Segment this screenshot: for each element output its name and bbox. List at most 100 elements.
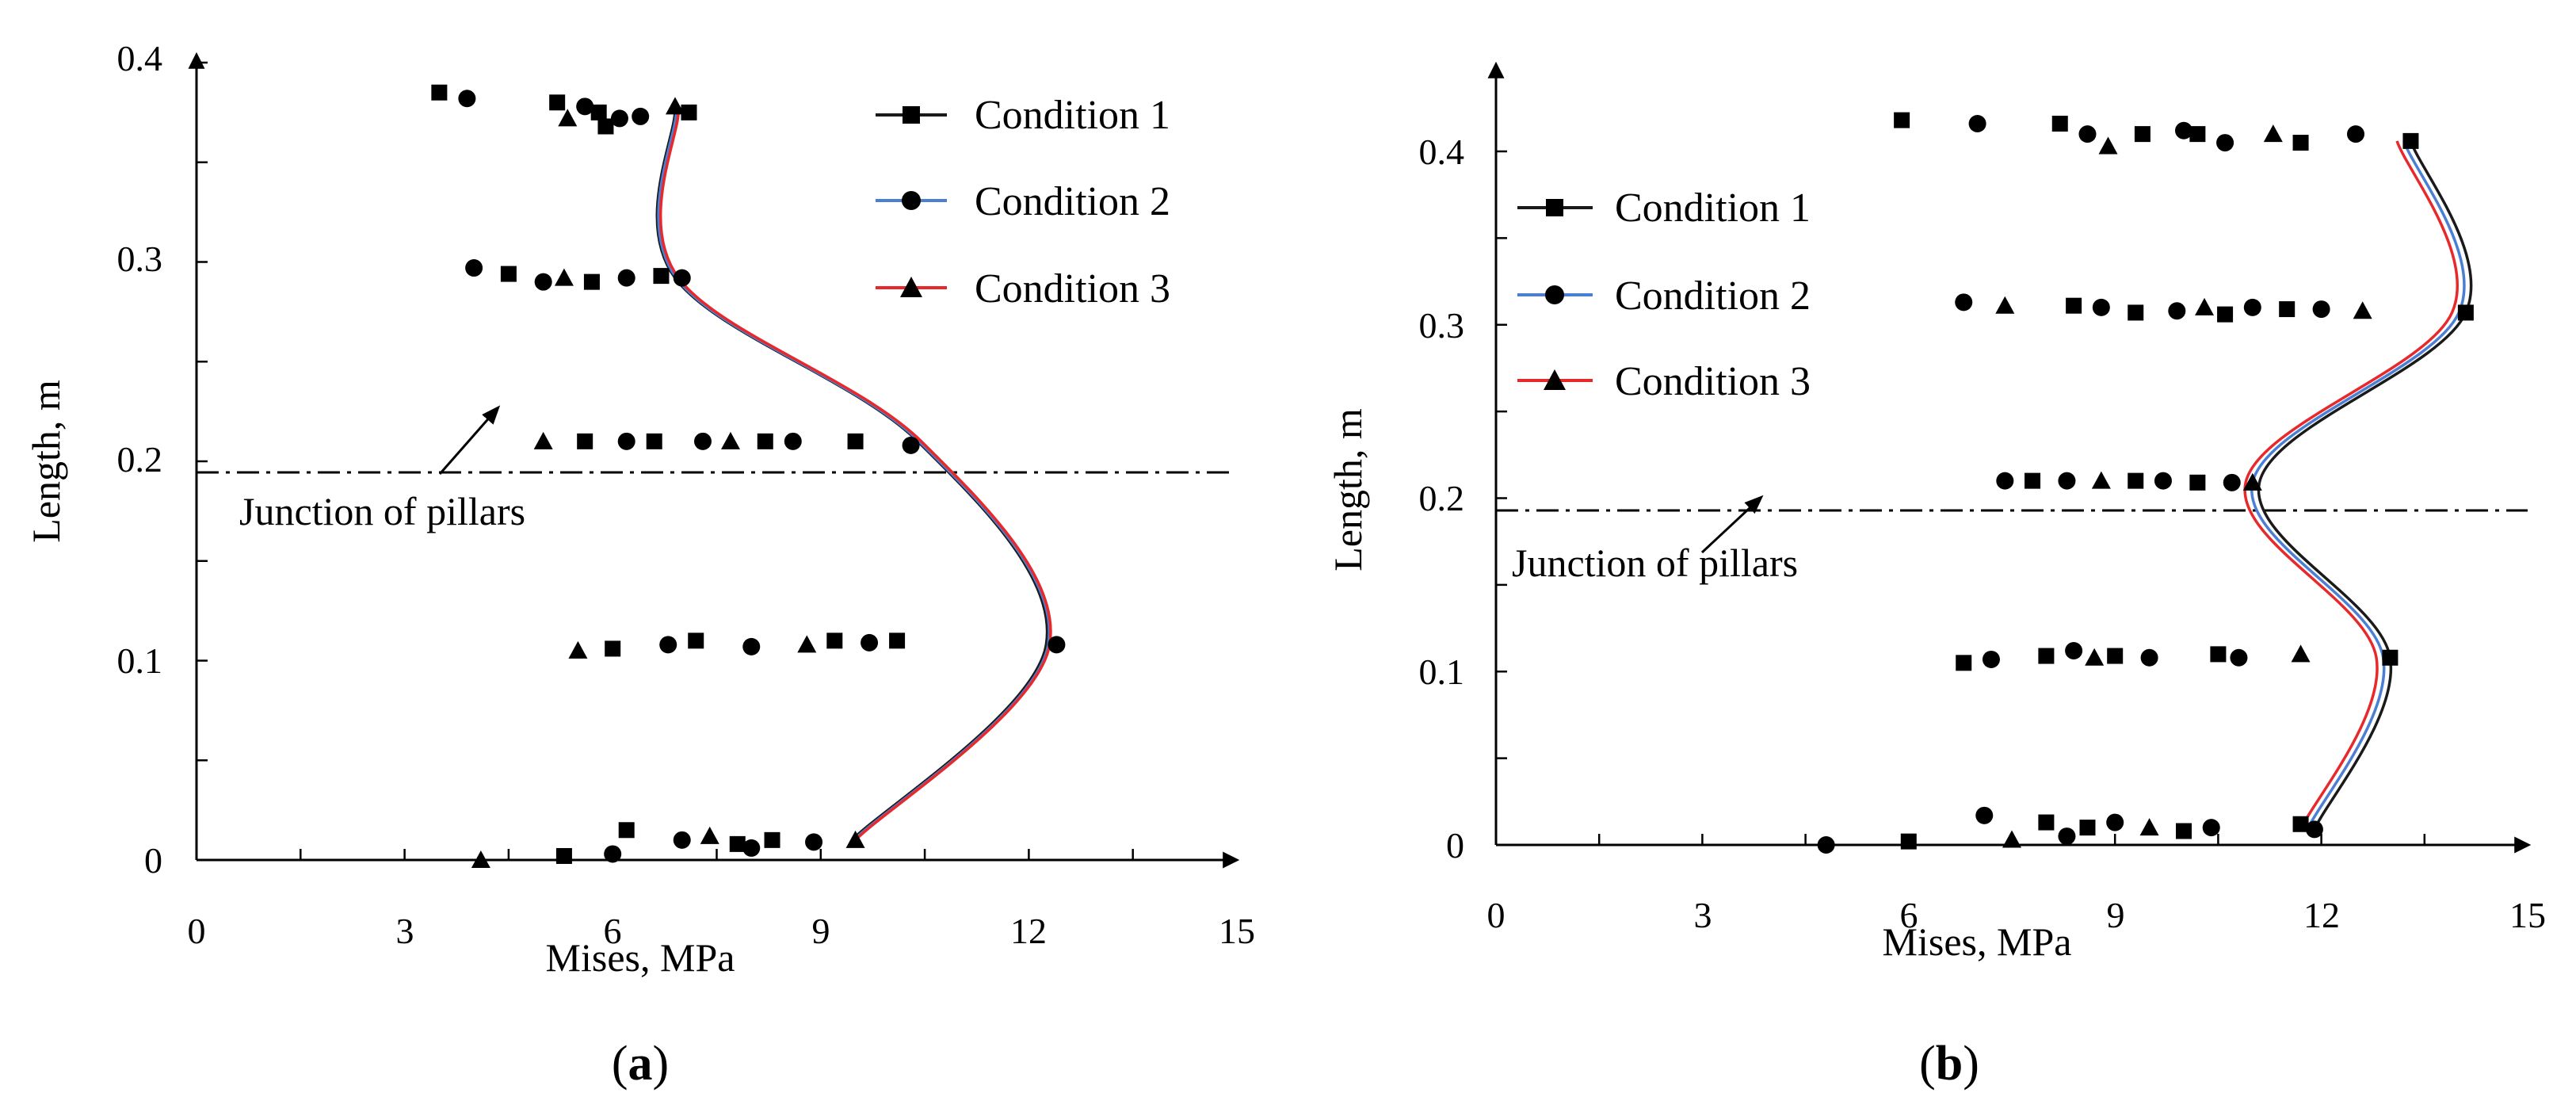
legend-text-condition-1-a: Condition 1 [975, 93, 1170, 138]
series-line-condition-3-a [658, 110, 1052, 842]
data-point [2128, 304, 2144, 321]
x-tick-label-a-3: 9 [812, 911, 830, 951]
x-axis-title-a: Mises, MPa [546, 935, 735, 980]
data-point [2176, 823, 2192, 839]
data-point [568, 640, 588, 659]
data-point [555, 847, 572, 864]
data-point [2079, 820, 2096, 836]
y-tick-label-a-3: 0.3 [117, 239, 163, 279]
panel-label-b-letter: b [1936, 1037, 1963, 1091]
legend-marker-square-a [903, 106, 920, 124]
data-point [2457, 304, 2474, 321]
x-tick-label-a-4: 12 [1010, 911, 1047, 951]
data-point [577, 433, 593, 449]
data-point [2066, 297, 2082, 314]
data-point [605, 640, 621, 657]
x-tick-label-b-0: 0 [1487, 895, 1506, 935]
data-point [549, 94, 566, 111]
data-point [2128, 472, 2144, 489]
data-point [2038, 648, 2055, 664]
legend-text-condition-3-b: Condition 3 [1615, 359, 1811, 404]
data-point [889, 633, 906, 649]
data-point [847, 433, 864, 449]
data-point [2085, 648, 2105, 666]
data-point [2223, 473, 2241, 491]
data-point [1955, 293, 1973, 311]
data-point [2065, 642, 2083, 659]
x-tick-label-a-0: 0 [188, 911, 206, 951]
data-point [2092, 298, 2110, 316]
y-tick-label-b-2: 0.2 [1419, 478, 1465, 518]
series-line-condition-2-b [2250, 140, 2466, 831]
data-point [2078, 125, 2097, 143]
data-point [2292, 816, 2309, 832]
data-point [665, 97, 685, 115]
data-point [2154, 472, 2172, 490]
data-point [2292, 135, 2309, 151]
data-point [2353, 301, 2372, 319]
panel-label-a: (a) [612, 1037, 669, 1091]
data-point [2189, 126, 2206, 143]
x-tick-label-a-1: 3 [396, 911, 414, 951]
data-point [431, 84, 448, 101]
data-point [693, 432, 712, 450]
x-tick-label-b-2: 6 [1900, 895, 1918, 935]
y-tick-label-a-1: 0.1 [117, 640, 163, 681]
panel-label-b: (b) [1919, 1037, 1979, 1091]
series-curves-a [655, 110, 1052, 842]
data-point [861, 633, 879, 652]
legend-marker-circle-a [902, 191, 921, 210]
y-axis-title-b: Length, m [1326, 408, 1370, 571]
data-point [2217, 306, 2234, 323]
data-point [1968, 115, 1986, 132]
data-point [583, 273, 600, 290]
data-point [2216, 134, 2234, 152]
data-point [646, 433, 662, 449]
data-point [618, 822, 635, 839]
data-point [1996, 472, 2014, 490]
data-point [2347, 125, 2364, 143]
data-point [2210, 646, 2227, 663]
y-tick-label-b-1: 0.1 [1419, 652, 1465, 692]
series-line-condition-1-b [2257, 140, 2473, 831]
data-point [742, 637, 761, 655]
data-point [2051, 116, 2068, 132]
data-point [653, 268, 670, 285]
data-point [784, 432, 802, 450]
chart-panel-b: 0 0.1 0.2 0.3 0.4 0 3 6 9 12 15 Mises, M… [1326, 61, 2546, 964]
x-tick-label-a-2: 6 [604, 911, 622, 951]
legend-text-condition-2-a: Condition 2 [975, 179, 1170, 224]
data-point [2025, 472, 2041, 489]
data-point [673, 831, 691, 849]
legend-text-condition-1-b: Condition 1 [1615, 185, 1811, 231]
data-point [500, 266, 517, 282]
data-point [1894, 112, 1910, 128]
data-point [2091, 471, 2111, 489]
y-tick-label-b-4: 0.4 [1419, 132, 1465, 172]
legend-marker-triangle-a [900, 277, 922, 297]
y-tick-label-b-0: 0 [1446, 825, 1464, 866]
data-point [700, 826, 719, 844]
data-point [534, 273, 552, 291]
data-point [2140, 648, 2158, 667]
data-point [2263, 124, 2283, 143]
data-point [845, 830, 865, 848]
data-point [2291, 644, 2311, 663]
data-point [2098, 136, 2118, 155]
data-point [2168, 302, 2186, 320]
y-axis-title-a: Length, m [24, 380, 68, 543]
data-point [2382, 649, 2399, 666]
data-point [1048, 636, 1066, 654]
data-point [721, 431, 741, 449]
data-point [632, 107, 650, 125]
data-point [2139, 818, 2159, 836]
data-point [597, 118, 614, 135]
data-point [659, 636, 677, 654]
junction-label-a: Junction of pillars [239, 489, 525, 533]
data-point [471, 850, 490, 868]
junction-label-b: Junction of pillars [1512, 541, 1798, 585]
data-point [2134, 126, 2150, 143]
series-line-condition-3-b [2243, 140, 2459, 831]
data-point [2058, 472, 2076, 490]
